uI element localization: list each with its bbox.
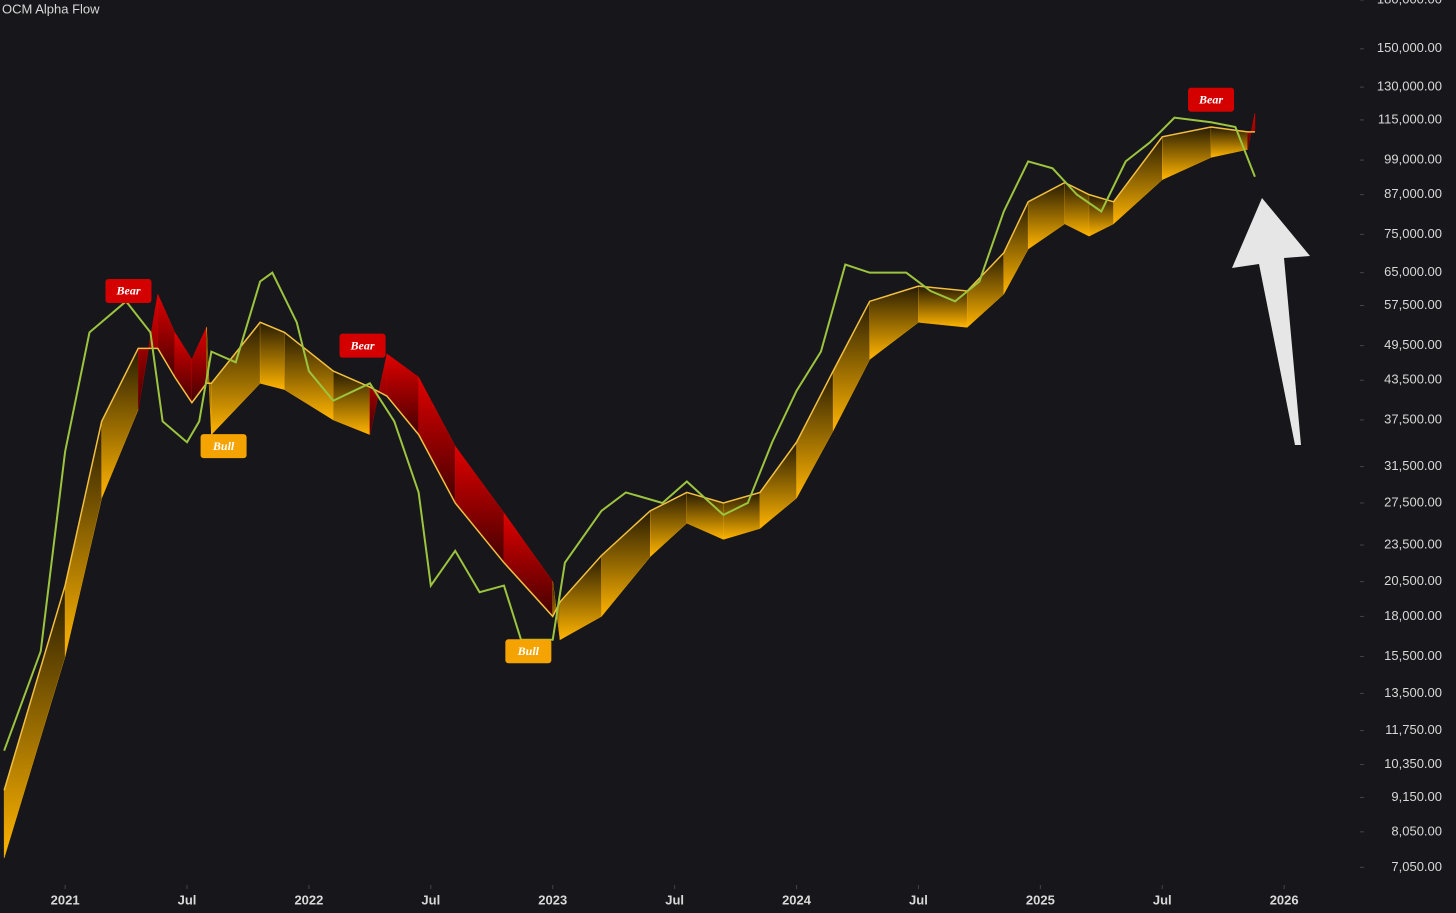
cloud-shade	[138, 294, 158, 410]
y-tick-label: 130,000.00	[1377, 79, 1442, 94]
price-line	[3, 116, 1256, 752]
y-tick-label: 180,000.00	[1377, 0, 1442, 6]
signal-label: Bear	[350, 338, 375, 352]
cloud-shade	[759, 442, 797, 529]
cloud-shade	[1089, 194, 1114, 237]
cloud-shade	[386, 353, 419, 435]
signal-badge	[105, 278, 152, 303]
cloud-shade	[101, 348, 139, 499]
cloud-shade	[967, 252, 1004, 328]
y-tick-label: 20,500.00	[1384, 573, 1442, 588]
cloud-shade	[211, 322, 261, 435]
signal-badge	[1188, 87, 1235, 112]
signal-badge	[505, 639, 552, 664]
cloud-shade	[191, 327, 207, 403]
cloud-shade	[560, 555, 602, 640]
x-tick-label: 2026	[1270, 892, 1299, 907]
cloud-shade	[1162, 127, 1212, 180]
cloud-shade	[686, 492, 724, 540]
signal-badge	[200, 434, 247, 459]
signal-label: Bull	[212, 439, 235, 453]
y-tick-label: 150,000.00	[1377, 40, 1442, 55]
y-tick-label: 13,500.00	[1384, 685, 1442, 700]
x-tick-label: 2025	[1026, 892, 1055, 907]
signal-badge	[339, 333, 386, 358]
cloud-shade	[796, 371, 834, 499]
y-tick-label: 7,050.00	[1391, 859, 1442, 874]
cloud-shade	[1247, 113, 1255, 150]
cloud-shade	[503, 512, 553, 617]
y-tick-label: 99,000.00	[1384, 151, 1442, 166]
cloud-shade	[1003, 201, 1029, 295]
cloud-shade	[1113, 136, 1163, 224]
y-tick-label: 57,500.00	[1384, 297, 1442, 312]
y-tick-label: 11,750.00	[1385, 722, 1442, 737]
cloud-shade	[723, 492, 760, 540]
y-tick-label: 9,150.00	[1391, 789, 1442, 804]
x-tick-label: Jul	[909, 892, 928, 907]
y-tick-label: 37,500.00	[1384, 411, 1442, 426]
chart-title: OCM Alpha Flow	[2, 1, 100, 16]
cloud-shade	[369, 353, 387, 435]
y-tick-label: 15,500.00	[1384, 648, 1442, 663]
x-tick-label: Jul	[421, 892, 440, 907]
cloud-shade	[65, 421, 102, 657]
trend-line	[3, 126, 1255, 791]
cloud-shade	[4, 585, 66, 859]
y-tick-label: 43,500.00	[1384, 372, 1442, 387]
cloud-shade	[157, 294, 175, 378]
y-tick-label: 23,500.00	[1384, 536, 1442, 551]
y-tick-label: 10,350.00	[1384, 756, 1442, 771]
y-tick-label: 65,000.00	[1384, 264, 1442, 279]
cloud-shade	[918, 286, 968, 328]
y-tick-label: 49,500.00	[1384, 337, 1442, 352]
cloud-shade	[1064, 182, 1090, 237]
x-tick-label: Jul	[1153, 892, 1172, 907]
arrow	[1232, 198, 1310, 445]
cloud-shade	[1028, 182, 1065, 250]
y-tick-label: 31,500.00	[1384, 458, 1442, 473]
cloud-shade	[869, 286, 919, 360]
x-tick-label: Jul	[178, 892, 197, 907]
plot-area: Bear Bull Bear Bull Bear	[3, 87, 1256, 859]
x-tick-label: Jul	[665, 892, 684, 907]
x-tick-label: 2021	[51, 892, 80, 907]
x-tick-label: 2023	[538, 892, 567, 907]
y-tick-label: 87,000.00	[1384, 186, 1442, 201]
cloud-shade	[284, 332, 334, 420]
cloud-shade	[174, 332, 192, 403]
cloud-shade	[206, 327, 212, 435]
cloud-shade	[455, 446, 504, 563]
cloud-shade	[418, 377, 456, 503]
x-tick-label: 2024	[782, 892, 812, 907]
cloud-shade	[833, 301, 870, 431]
y-tick-label: 115,000.00	[1378, 111, 1442, 126]
y-tick-label: 8,050.00	[1391, 823, 1442, 838]
y-tick-label: 27,500.00	[1384, 494, 1442, 509]
y-tick-label: 18,000.00	[1384, 608, 1442, 623]
cloud-shade	[601, 510, 651, 617]
signal-label: Bear	[115, 284, 140, 298]
y-tick-label: 75,000.00	[1384, 226, 1442, 241]
signal-label: Bull	[517, 644, 540, 658]
signal-label: Bear	[1198, 93, 1223, 107]
x-tick-label: 2022	[294, 892, 323, 907]
cloud-shade	[650, 492, 687, 557]
cloud-shade	[260, 322, 285, 390]
